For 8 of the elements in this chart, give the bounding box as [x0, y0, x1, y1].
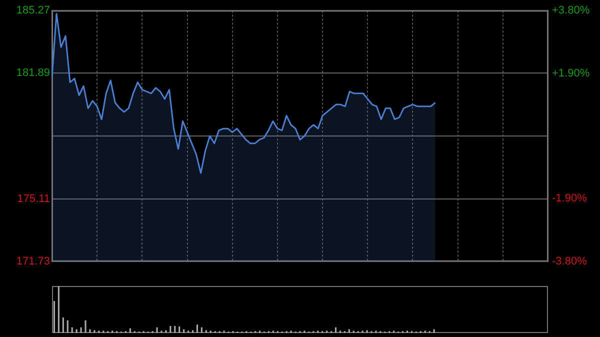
y-tick-label: 185.27 [16, 4, 50, 17]
y2-tick-label: -1.90% [552, 192, 588, 205]
y2-tick-label: +3.80% [552, 4, 590, 17]
y-tick-label: 175.11 [17, 192, 50, 205]
y2-tick-label: +1.90% [552, 67, 590, 80]
y2-tick-label: -3.80% [552, 255, 588, 268]
y-tick-label: 181.89 [16, 67, 50, 80]
y-tick-label: 171.73 [16, 255, 50, 268]
